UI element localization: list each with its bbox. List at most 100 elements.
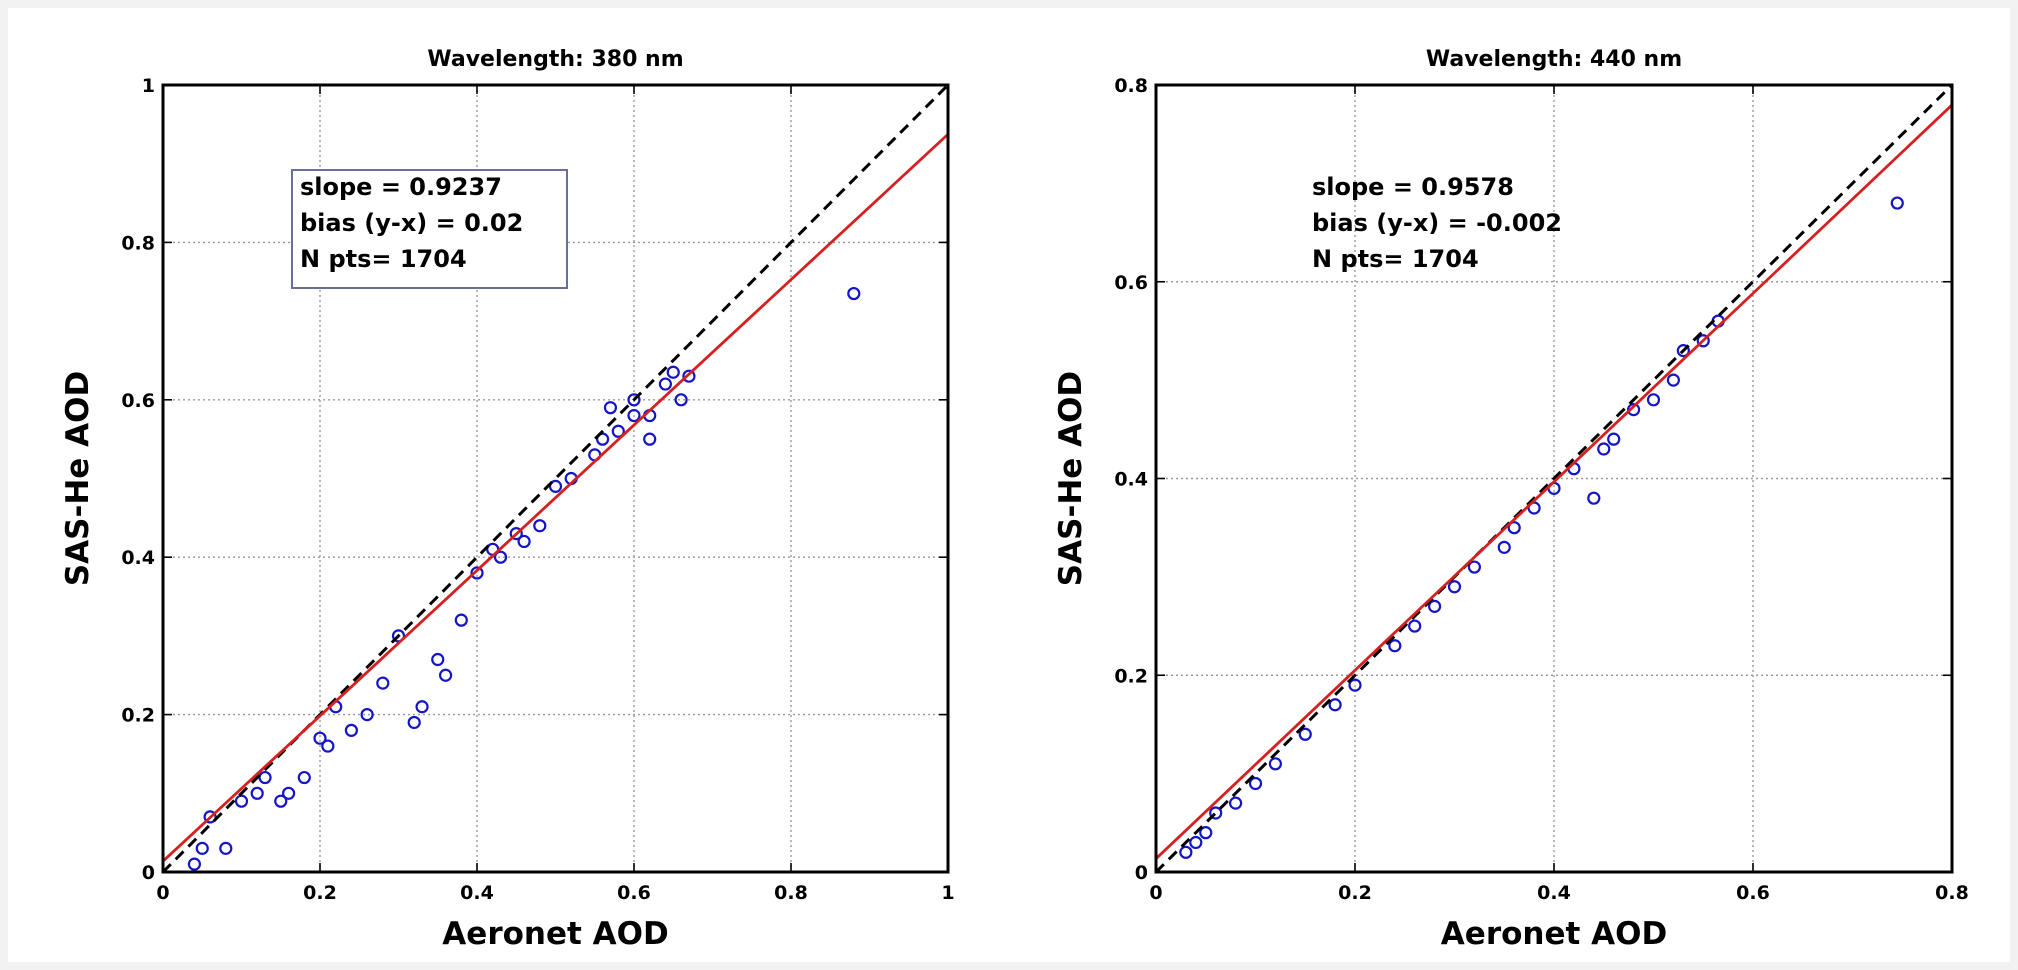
data-point	[1348, 678, 1362, 692]
data-point	[493, 550, 508, 564]
axes-frame	[1154, 83, 1954, 874]
x-tick-label: 0.4	[1537, 882, 1571, 904]
data-point	[1696, 334, 1710, 348]
data-point	[1447, 580, 1462, 594]
data-point	[1298, 727, 1312, 741]
y-tick-label: 0.6	[121, 390, 155, 412]
data-point	[297, 770, 311, 785]
data-point	[1890, 196, 1904, 210]
data-point	[533, 519, 547, 533]
y-tick-label: 0	[1135, 862, 1148, 884]
data-point	[603, 401, 618, 415]
stats-line: N pts= 1704	[300, 245, 467, 273]
data-point	[274, 794, 288, 808]
stats-line: bias (y-x) = -0.002	[1312, 209, 1562, 237]
y-tick-label: 0.8	[121, 232, 155, 254]
data-point	[258, 770, 272, 785]
data-point	[415, 700, 429, 714]
data-point	[439, 668, 453, 682]
y-tick-label: 0.8	[1114, 75, 1148, 97]
data-point	[1328, 698, 1342, 712]
data-point	[250, 786, 264, 800]
data-point	[1587, 491, 1601, 505]
chart-title: Wavelength: 440 nm	[1426, 47, 1682, 72]
data-point	[1646, 393, 1661, 407]
data-point	[1209, 806, 1223, 820]
fit-line	[163, 133, 948, 863]
x-tick-label: 0.2	[1338, 882, 1372, 904]
y-tick-label: 0	[142, 862, 155, 884]
data-point	[1676, 344, 1690, 358]
data-point	[1597, 442, 1611, 456]
data-point	[344, 723, 358, 737]
data-point	[313, 731, 327, 745]
data-point	[1607, 432, 1621, 446]
data-point	[1189, 835, 1203, 850]
stats-line: bias (y-x) = 0.02	[300, 209, 523, 237]
y-axis-label: SAS-He AOD	[60, 371, 96, 586]
y-tick-label: 0.4	[121, 547, 155, 569]
data-point	[234, 794, 249, 808]
data-point	[595, 432, 610, 446]
data-point	[454, 613, 468, 627]
data-point	[627, 408, 641, 423]
x-tick-label: 0.4	[460, 882, 494, 904]
y-tick-label: 0.4	[1114, 469, 1148, 491]
data-point	[1228, 796, 1243, 810]
data-point	[1497, 540, 1511, 554]
data-point	[658, 377, 673, 391]
data-point	[1388, 639, 1402, 653]
data-point	[682, 369, 696, 383]
data-point	[1408, 619, 1422, 633]
y-tick-label: 0.2	[121, 705, 155, 727]
y-axis-label: SAS-He AOD	[1053, 371, 1089, 586]
data-point	[643, 432, 657, 446]
data-point	[666, 365, 680, 379]
x-tick-label: 0.2	[303, 882, 337, 904]
figure	[8, 8, 2010, 962]
data-point	[360, 707, 374, 722]
data-point	[627, 393, 641, 407]
x-tick-label: 0.8	[1935, 882, 1969, 904]
chart-1: 0 0.2 0.4 0.6 0.8 1 0 0.2 0.4 0.6 0.8 1 Wavelength: …	[60, 47, 955, 952]
data-point	[1268, 757, 1283, 771]
x-tick-label: 1	[941, 882, 954, 904]
one-to-one-line	[1156, 85, 1952, 872]
data-point	[1507, 521, 1521, 535]
data-point	[611, 424, 625, 438]
data-point	[509, 526, 523, 541]
chart-2: 0 0.2 0.4 0.6 0.8 0 0.2 0.4 0.6 0.8 Wavelength: 44…	[1053, 47, 1969, 952]
data-point	[517, 534, 531, 549]
data-point	[407, 715, 421, 730]
data-point	[1179, 845, 1193, 859]
data-point	[674, 393, 688, 407]
data-point	[1626, 403, 1641, 417]
y-tick-label: 0.6	[1114, 272, 1148, 294]
y-tick-label: 0.2	[1114, 665, 1148, 687]
data-point	[548, 479, 563, 493]
data-point	[376, 676, 390, 690]
x-axis-label: Aeronet AOD	[442, 916, 668, 952]
stats-line: slope = 0.9237	[300, 173, 502, 201]
stats-line: N pts= 1704	[1312, 245, 1479, 273]
x-tick-label: 0	[1149, 882, 1162, 904]
x-tick-label: 0	[156, 882, 169, 904]
data-point	[1666, 373, 1681, 387]
x-tick-label: 0.6	[1736, 882, 1770, 904]
stats-box	[291, 169, 568, 289]
plot-area	[1156, 85, 1952, 872]
plot-area	[163, 85, 948, 872]
x-tick-label: 0.8	[774, 882, 808, 904]
y-tick-label: 1	[142, 75, 155, 97]
axes-frame	[161, 83, 950, 874]
data-point	[1427, 599, 1442, 613]
data-point	[1467, 560, 1482, 574]
data-point	[219, 841, 233, 855]
data-point	[203, 810, 217, 824]
data-point	[282, 786, 296, 800]
chart-title: Wavelength: 380 nm	[427, 47, 683, 72]
data-point	[431, 652, 445, 667]
data-point	[195, 841, 209, 855]
data-point	[1248, 776, 1263, 791]
